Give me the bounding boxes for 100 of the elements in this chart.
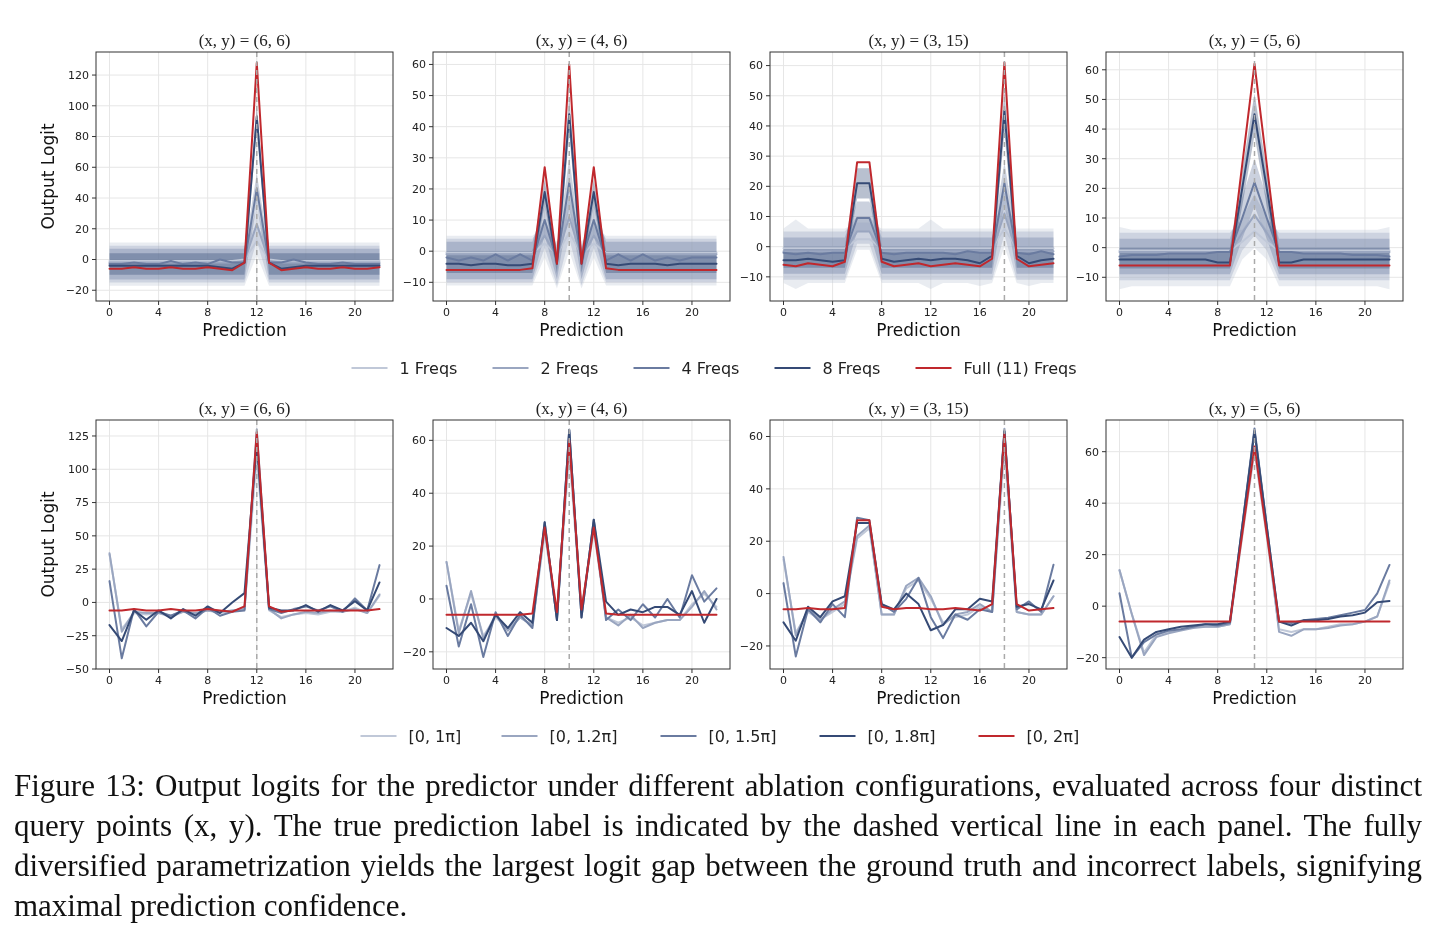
- y-tick-label: 20: [1085, 182, 1099, 196]
- x-tick-label: 20: [684, 674, 699, 687]
- y-tick-label: 60: [1085, 445, 1099, 459]
- x-tick-label: 4: [1165, 306, 1173, 319]
- x-tick-label: 8: [541, 306, 549, 319]
- y-tick-label: 50: [1085, 93, 1099, 107]
- x-tick-label: 4: [1165, 674, 1173, 687]
- x-tick-label: 16: [635, 306, 650, 319]
- legend-label: Full (11) Freqs: [963, 358, 1077, 378]
- x-tick-label: 20: [347, 674, 362, 687]
- x-tick-label: 16: [635, 674, 650, 687]
- chart-title: (x, y) = (6, 6): [198, 31, 291, 50]
- y-tick-label: −10: [402, 276, 426, 290]
- x-tick-label: 4: [829, 674, 837, 687]
- y-tick-label: 60: [412, 434, 426, 448]
- x-tick-label: 8: [541, 674, 549, 687]
- x-axis-title: Prediction: [539, 688, 624, 708]
- line-series: [1118, 181, 1391, 258]
- x-tick-label: 16: [298, 306, 313, 319]
- chart-title: (x, y) = (6, 6): [198, 399, 291, 418]
- legend-label: 2 Freqs: [540, 358, 599, 378]
- y-tick-label: 40: [749, 119, 763, 133]
- x-tick-label: 0: [780, 306, 787, 319]
- y-tick-label: 50: [749, 89, 763, 103]
- y-tick-label: 0: [1092, 600, 1099, 614]
- y-tick-label: 0: [756, 587, 763, 601]
- chart-title: (x, y) = (5, 6): [1208, 31, 1301, 50]
- y-tick-label: 20: [749, 535, 763, 549]
- x-axis-title: Prediction: [876, 320, 961, 340]
- x-tick-label: 4: [492, 674, 500, 687]
- x-tick-label: 0: [780, 674, 787, 687]
- y-tick-label: −25: [65, 629, 89, 643]
- y-tick-label: 20: [412, 539, 426, 553]
- chart-title: (x, y) = (4, 6): [535, 399, 628, 418]
- y-tick-label: 20: [1085, 548, 1099, 562]
- y-tick-label: 100: [68, 463, 89, 477]
- y-axis-title: Output Logit: [38, 491, 58, 598]
- x-axis-title: Prediction: [539, 320, 624, 340]
- y-tick-label: −20: [402, 645, 426, 659]
- y-tick-label: −50: [65, 662, 89, 676]
- x-tick-label: 20: [1021, 674, 1036, 687]
- y-tick-label: 125: [68, 429, 89, 443]
- legend-label: 1 Freqs: [399, 358, 458, 378]
- y-tick-label: 0: [82, 596, 89, 610]
- x-tick-label: 8: [878, 306, 886, 319]
- legend-label: [0, 1.5π]: [708, 726, 777, 746]
- x-tick-label: 0: [443, 674, 450, 687]
- line-series: [782, 182, 1055, 256]
- y-tick-label: 60: [749, 59, 763, 73]
- y-tick-label: 0: [82, 253, 89, 267]
- y-tick-label: 60: [749, 430, 763, 444]
- chart-title: (x, y) = (4, 6): [535, 31, 628, 50]
- y-tick-label: 60: [1085, 63, 1099, 77]
- y-tick-label: 40: [1085, 122, 1099, 136]
- x-tick-label: 20: [1357, 674, 1372, 687]
- x-tick-label: 0: [1116, 674, 1123, 687]
- x-axis-title: Prediction: [202, 688, 287, 708]
- y-tick-label: 0: [1092, 241, 1099, 255]
- y-tick-label: 0: [756, 240, 763, 254]
- y-tick-label: 30: [749, 149, 763, 163]
- x-tick-label: 16: [972, 674, 987, 687]
- y-tick-label: 30: [412, 151, 426, 165]
- legend-label: 4 Freqs: [681, 358, 740, 378]
- x-tick-label: 4: [155, 306, 163, 319]
- y-tick-label: 40: [749, 482, 763, 496]
- y-tick-label: 40: [1085, 497, 1099, 511]
- x-axis-title: Prediction: [876, 688, 961, 708]
- x-tick-label: 0: [1116, 306, 1123, 319]
- x-tick-label: 0: [106, 306, 113, 319]
- x-tick-label: 8: [878, 674, 886, 687]
- y-tick-label: 60: [412, 58, 426, 72]
- y-tick-label: 10: [749, 210, 763, 224]
- chart-title: (x, y) = (5, 6): [1208, 399, 1301, 418]
- y-tick-label: −20: [739, 639, 763, 653]
- y-tick-label: 20: [75, 222, 89, 236]
- y-tick-label: 40: [75, 191, 89, 205]
- y-axis-title: Output Logit: [38, 123, 58, 230]
- x-axis-title: Prediction: [202, 320, 287, 340]
- x-tick-label: 8: [204, 674, 212, 687]
- y-tick-label: −10: [739, 270, 763, 284]
- x-tick-label: 16: [972, 306, 987, 319]
- y-tick-label: 50: [412, 89, 426, 103]
- x-tick-label: 8: [204, 306, 212, 319]
- legend-label: [0, 1π]: [408, 726, 462, 746]
- x-tick-label: 12: [249, 674, 264, 687]
- x-tick-label: 0: [106, 674, 113, 687]
- y-tick-label: 0: [419, 592, 426, 606]
- y-tick-label: −10: [1075, 271, 1099, 285]
- x-tick-label: 4: [155, 674, 163, 687]
- y-tick-label: 40: [412, 120, 426, 134]
- x-tick-label: 12: [586, 306, 601, 319]
- line-series: [445, 181, 718, 262]
- y-tick-label: 30: [1085, 152, 1099, 166]
- x-tick-label: 4: [492, 306, 500, 319]
- y-tick-label: 20: [412, 182, 426, 196]
- y-tick-label: −20: [65, 284, 89, 298]
- y-tick-label: 0: [419, 245, 426, 259]
- y-tick-label: 50: [75, 529, 89, 543]
- x-tick-label: 12: [1259, 306, 1274, 319]
- y-tick-label: 80: [75, 130, 89, 144]
